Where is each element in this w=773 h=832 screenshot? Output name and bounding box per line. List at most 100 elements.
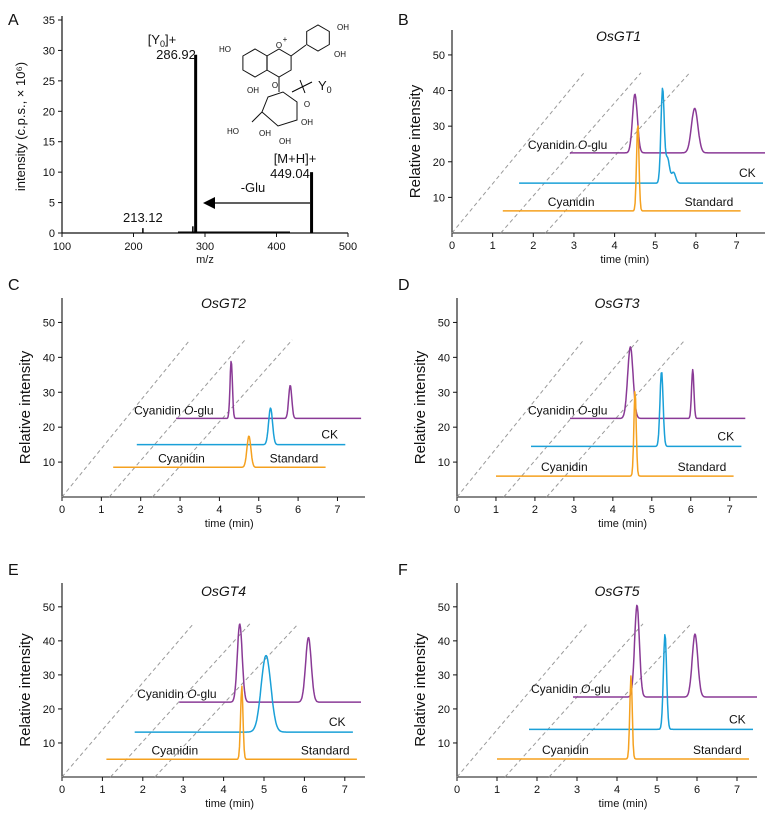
x-tick-label: 2 xyxy=(532,504,538,516)
x-tick-label: 7 xyxy=(342,784,348,796)
chromatogram-trace xyxy=(569,346,746,420)
y-tick-label: 10 xyxy=(433,192,445,204)
bond-ch2 xyxy=(251,111,263,123)
trace-label-cyanidin: Cyanidin xyxy=(542,743,589,757)
x-tick-label: 7 xyxy=(733,240,739,252)
y-axis-label: Relative intensity xyxy=(412,350,429,464)
trace-label-cyanidin-o-glu: Cyanidin O-glu xyxy=(137,687,216,701)
chromatogram-trace xyxy=(178,623,362,703)
chromatogram-trace xyxy=(113,435,326,469)
y-tick-label-a: 25 xyxy=(43,76,55,88)
perspective-guide-line xyxy=(61,339,191,498)
trace-label-ck: CK xyxy=(321,428,338,442)
x-tick-label: 0 xyxy=(59,784,65,796)
chromatogram-trace xyxy=(106,685,357,761)
panel-f: F OsGT5 10 20 30 40 50 0 1 2 3 4 5 6 7 time (min) Relati… xyxy=(398,562,758,810)
y-tick-label: 20 xyxy=(43,422,55,434)
chromatogram-trace xyxy=(569,93,766,154)
x-tick-label: 4 xyxy=(612,240,618,252)
structure-atom-label: OH xyxy=(337,23,349,32)
y-axis-label: Relative intensity xyxy=(412,633,429,747)
x-tick-label: 2 xyxy=(140,784,146,796)
structure-atom-label: OH xyxy=(279,137,291,146)
perspective-guide-line xyxy=(456,339,585,498)
x-tick-label: 5 xyxy=(654,784,660,796)
y-tick-label: 30 xyxy=(438,670,450,682)
chromatogram-trace xyxy=(497,675,749,760)
x-tick-label: 2 xyxy=(530,240,536,252)
x-tick-label: 0 xyxy=(454,784,460,796)
x-tick-label: 3 xyxy=(571,504,577,516)
y-tick-label: 40 xyxy=(438,352,450,364)
y-tick-label: 50 xyxy=(43,317,55,329)
chromatogram-trace xyxy=(528,634,754,731)
trace-label-cyanidin: Cyanidin xyxy=(541,460,588,474)
x-tick-label: 2 xyxy=(138,504,144,516)
y-tick-label-a: 20 xyxy=(43,106,55,118)
y-tick-label: 40 xyxy=(43,636,55,648)
x-tick-label: 0 xyxy=(454,504,460,516)
panel-a: A 0 5 10 15 20 25 30 35 100 200 300 400 500 m/z intensi… xyxy=(8,12,357,266)
x-tick-label: 5 xyxy=(652,240,658,252)
structure-atom-label: O xyxy=(276,41,282,50)
y-axis-label: Relative intensity xyxy=(407,84,424,198)
chromatogram-trace xyxy=(502,125,741,212)
y-tick-label-a: 35 xyxy=(43,15,55,27)
panel-c: C OsGT2 10 20 30 40 50 0 1 2 3 4 5 6 7 time (min) Relati… xyxy=(8,277,365,530)
structure-atom-label: O xyxy=(272,81,278,90)
x-tick-label: 6 xyxy=(688,504,694,516)
y-tick-label: 10 xyxy=(438,738,450,750)
x-tick-label: 4 xyxy=(610,504,616,516)
y-tick-label: 20 xyxy=(438,422,450,434)
x-tick-label: 5 xyxy=(261,784,267,796)
peak-value-mh: 449.04 xyxy=(270,166,310,181)
trace-label-cyanidin: Cyanidin xyxy=(151,743,198,757)
chromatogram-trace xyxy=(136,407,346,446)
trace-label-standard: Standard xyxy=(270,451,319,465)
x-tick-label: 1 xyxy=(490,240,496,252)
y-tick-label: 50 xyxy=(433,50,445,62)
ring-a xyxy=(242,48,268,78)
panel-letter-b: B xyxy=(398,12,409,29)
panel-d: D OsGT3 10 20 30 40 50 0 1 2 3 4 5 6 7 time (min) Relati… xyxy=(398,277,757,530)
trace-label-cyanidin: Cyanidin xyxy=(548,195,595,209)
trace-label-ck: CK xyxy=(739,166,756,180)
y-tick-label: 20 xyxy=(43,704,55,716)
chromatogram-trace xyxy=(495,391,734,477)
structure-atom-label: HO xyxy=(227,127,239,136)
y-tick-label: 50 xyxy=(438,602,450,614)
x-tick-label: 5 xyxy=(649,504,655,516)
y-tick-label: 40 xyxy=(43,352,55,364)
structure-atom-label: OH xyxy=(247,86,259,95)
y-tick-label: 30 xyxy=(433,121,445,133)
x-tick-label: 1 xyxy=(98,504,104,516)
perspective-guide-line xyxy=(61,623,194,778)
x-axis-label-a: m/z xyxy=(196,254,214,266)
trace-label-ck: CK xyxy=(717,429,734,443)
x-tick-label-a: 400 xyxy=(267,241,285,253)
structure-atom-label: OH xyxy=(301,118,313,127)
trace-label-standard: Standard xyxy=(693,743,742,757)
panel-letter-f: F xyxy=(398,562,408,579)
trace-label-standard: Standard xyxy=(685,195,734,209)
panel-letter-a: A xyxy=(8,12,19,29)
peak-value-y0: 286.92 xyxy=(156,47,196,62)
trace-label-ck: CK xyxy=(329,715,346,729)
panel-title: OsGT2 xyxy=(201,295,246,311)
y-tick-label: 10 xyxy=(43,457,55,469)
trace-label-cyanidin-o-glu: Cyanidin O-glu xyxy=(134,403,213,417)
peak-label-213: 213.12 xyxy=(123,210,163,225)
peak-label-y0: [Y0]+ xyxy=(148,32,177,49)
x-tick-label: 3 xyxy=(574,784,580,796)
fragment-cleavage-line xyxy=(291,81,313,93)
y-tick-label-a: 0 xyxy=(49,228,55,240)
peak-label-mh: [M+H]+ xyxy=(274,151,317,166)
panel-b: B OsGT1 10 20 30 40 50 0 1 2 3 4 5 6 7 time (min) Relati… xyxy=(398,12,766,266)
y-axis-label: Relative intensity xyxy=(17,633,34,747)
x-tick-label: 1 xyxy=(99,784,105,796)
y-tick-label: 40 xyxy=(438,636,450,648)
x-tick-label: 6 xyxy=(295,504,301,516)
structure-atom-label: + xyxy=(283,35,288,44)
